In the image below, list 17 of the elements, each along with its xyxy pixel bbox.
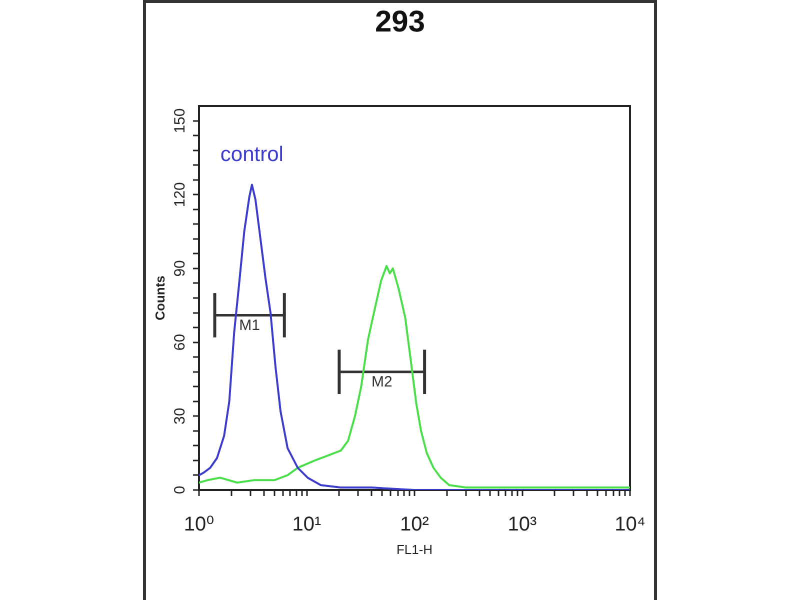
y-tick-label: 150 — [172, 108, 189, 134]
x-axis-title: FL1-H — [396, 542, 433, 557]
y-tick-label: 120 — [172, 182, 189, 208]
x-tick-label: 10⁰ — [184, 514, 214, 536]
y-tick-label: 30 — [172, 408, 189, 424]
y-tick-label: 90 — [172, 260, 189, 277]
chart-title: 293 — [374, 5, 426, 38]
series-label: control — [220, 142, 284, 166]
series-label: M1 — [239, 316, 260, 334]
x-tick-label: 10⁴ — [614, 514, 646, 536]
series-label: M2 — [371, 373, 392, 390]
y-axis-title: Counts — [152, 276, 168, 320]
x-tick-label: 10³ — [508, 514, 538, 536]
y-tick-label: 0 — [172, 486, 189, 494]
y-tick-label: 60 — [172, 334, 189, 351]
x-tick-label: 10² — [400, 514, 430, 536]
x-tick-label: 10¹ — [292, 514, 322, 536]
